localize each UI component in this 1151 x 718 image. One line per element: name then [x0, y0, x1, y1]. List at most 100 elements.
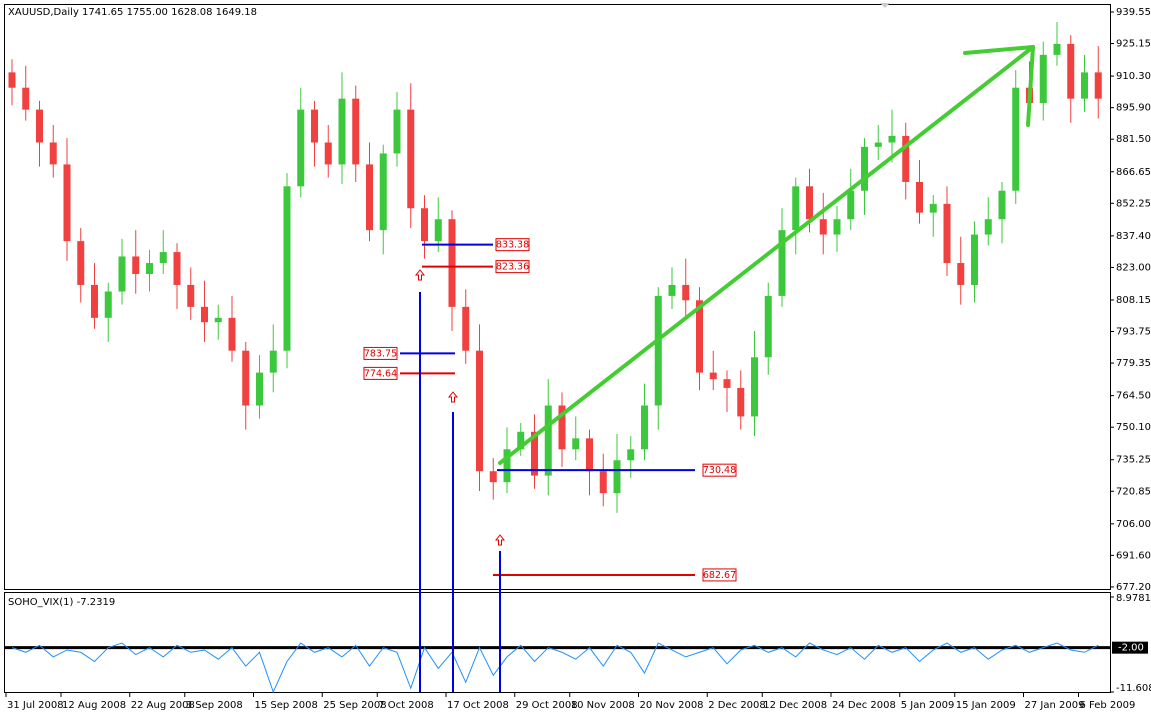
arrow-head	[963, 45, 1035, 55]
candle-body	[641, 405, 648, 450]
candle-body	[737, 387, 745, 417]
candle-body	[517, 431, 525, 450]
x-tick-label: 27 Jan 2009	[1025, 700, 1085, 711]
candle-body	[1067, 43, 1075, 99]
candle-body	[544, 405, 552, 476]
candle-body	[984, 219, 992, 235]
candle-body	[214, 317, 222, 323]
candle-body	[503, 449, 511, 483]
chart-title: XAUUSD,Daily 1741.65 1755.00 1628.08 164…	[8, 7, 257, 18]
candle-body	[709, 372, 717, 380]
x-tick-label: 24 Dec 2008	[832, 700, 896, 711]
level-label-box	[363, 346, 398, 360]
y-tick-label: 706.00	[1116, 519, 1151, 530]
candle-body	[393, 109, 401, 154]
x-tick-label: 25 Sep 2008	[323, 700, 386, 711]
candle-body	[874, 142, 882, 147]
x-tick-label: 31 Jul 2008	[7, 700, 64, 711]
candle-body	[159, 252, 167, 264]
candle-body	[352, 98, 360, 165]
candle-body	[723, 379, 731, 388]
candle-body	[283, 186, 291, 351]
candle-body	[682, 284, 690, 301]
y-tick-label: 881.50	[1116, 134, 1151, 145]
level-label: 774.64	[364, 368, 397, 379]
y-tick-label: 852.25	[1116, 198, 1151, 209]
y-tick-label: 735.25	[1116, 455, 1151, 466]
y-tick-label: 837.40	[1116, 231, 1151, 242]
arrows	[414, 269, 506, 546]
y-tick-label: 823.00	[1116, 262, 1151, 273]
x-tick-label: 12 Dec 2008	[763, 700, 827, 711]
main-frame	[4, 4, 1111, 590]
candle-body	[379, 153, 387, 231]
x-tick-label: 3 Sep 2008	[186, 700, 243, 711]
candle-body	[998, 190, 1006, 220]
level-label: 783.75	[364, 348, 397, 359]
candle-body	[599, 471, 607, 494]
candle-body	[957, 263, 965, 285]
candle-body	[971, 234, 978, 285]
candle-body	[91, 284, 98, 318]
candle-body	[269, 350, 277, 373]
indicator-frame	[4, 592, 1111, 693]
level-label-box	[702, 463, 737, 477]
level-label-box	[363, 366, 398, 380]
y-tick-label: 779.35	[1116, 358, 1151, 369]
y-tick-label: 793.75	[1116, 327, 1151, 338]
candle-body	[627, 449, 635, 461]
candle-body	[476, 350, 483, 472]
candle-body	[943, 203, 951, 264]
x-tick-label: 12 Aug 2008	[62, 700, 126, 711]
candle-body	[751, 357, 758, 417]
level-label: 823.36	[496, 262, 529, 273]
level-label: 833.38	[496, 240, 529, 251]
candle-body	[434, 219, 442, 242]
x-tick-label: 22 Aug 2008	[131, 700, 195, 711]
candle-body	[324, 142, 332, 165]
candle-body	[613, 460, 621, 494]
annotations	[419, 292, 501, 692]
candle-body	[63, 164, 71, 242]
y-tick-label: -11.6087	[1116, 683, 1151, 694]
candle-body	[806, 186, 813, 220]
candle-body	[572, 438, 580, 450]
plot: 939.55 925.15 910.30 895.90 881.50 866.65 852.…	[5, 7, 1151, 711]
y-tick-label: 808.15	[1116, 295, 1151, 306]
y-tick-label: 939.55	[1116, 7, 1151, 18]
up-arrow	[414, 269, 426, 281]
x-tick-label: 29 Oct 2008	[516, 700, 578, 711]
candle-body	[847, 190, 855, 220]
x-tick-label: 20 Nov 2008	[640, 700, 704, 711]
candle-body	[558, 405, 566, 450]
arrow-head	[1026, 45, 1035, 127]
x-tick-label: 7 Oct 2008	[378, 700, 433, 711]
y-tick-label: 677.20	[1116, 582, 1151, 593]
trend-line	[498, 45, 1035, 465]
indicator-line	[11, 642, 1099, 694]
candle-body	[764, 295, 772, 358]
x-tick-label: 15 Jan 2009	[956, 700, 1016, 711]
candle-body	[586, 438, 593, 472]
trend-arrow	[498, 45, 1035, 465]
level-label-box	[1112, 641, 1148, 654]
y-tick-label: 764.50	[1116, 391, 1151, 402]
candle-body	[77, 241, 85, 285]
candle-body	[118, 256, 126, 292]
level-label: -2.00	[1118, 643, 1144, 654]
candle-body	[833, 219, 841, 235]
y-tick-label: 720.85	[1116, 486, 1151, 497]
up-arrow	[447, 391, 459, 403]
candle-body	[366, 164, 373, 231]
level-label: 730.48	[703, 465, 736, 476]
candle-body	[201, 306, 208, 323]
y-tick-label: 895.90	[1116, 103, 1151, 114]
candle-body	[1081, 72, 1088, 99]
y-tick-label: 925.15	[1116, 39, 1151, 50]
x-tick-label: 2 Dec 2008	[708, 700, 766, 711]
candle-body	[338, 98, 346, 165]
candle-body	[489, 471, 497, 483]
candle-body	[462, 306, 470, 351]
